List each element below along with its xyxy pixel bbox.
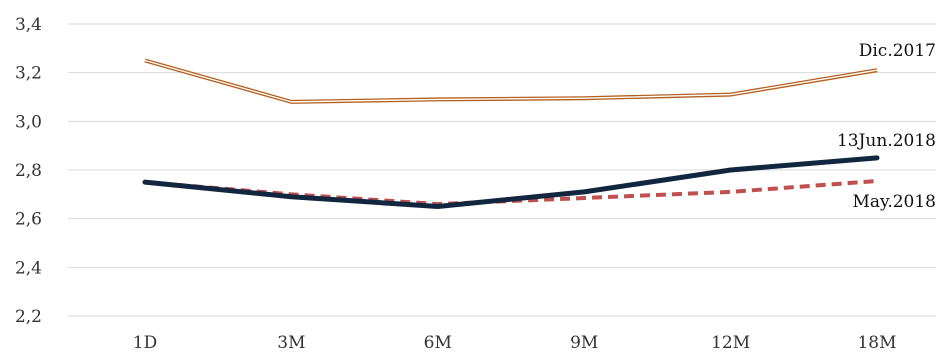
- series-label: Dic.2017: [859, 41, 936, 61]
- y-tick-label: 2,6: [15, 210, 42, 230]
- series-line-13jun-2018: [142, 155, 880, 209]
- x-tick-label: 18M: [857, 333, 896, 353]
- series-labels: Dic.2017 13Jun.2018 May.2018: [837, 41, 936, 212]
- y-tick-label: 2,8: [15, 161, 42, 181]
- y-tick-label: 3,2: [15, 64, 42, 84]
- y-tick-label: 2,4: [15, 258, 42, 278]
- series-line-may-2018: [144, 178, 878, 207]
- x-tick-label: 9M: [570, 333, 598, 353]
- series-label: May.2018: [852, 192, 936, 212]
- x-tick-label: 12M: [711, 333, 750, 353]
- x-axis-tick-labels: 1D 3M 6M 9M 12M 18M: [133, 333, 897, 353]
- x-tick-label: 6M: [424, 333, 452, 353]
- series-line-inner-dic-2017: [144, 59, 878, 103]
- y-tick-label: 2,2: [15, 307, 42, 327]
- y-tick-label: 3,0: [15, 112, 42, 132]
- gridlines: [68, 23, 936, 317]
- series-label: 13Jun.2018: [837, 131, 936, 151]
- series-lines: [142, 58, 880, 209]
- x-tick-label: 1D: [133, 333, 157, 353]
- y-tick-label: 3,4: [15, 15, 42, 35]
- y-axis-tick-labels: 2,2 2,4 2,6 2,8 3,0 3,2 3,4: [15, 15, 42, 327]
- x-tick-label: 3M: [277, 333, 305, 353]
- series-line-dic-2017: [144, 58, 878, 104]
